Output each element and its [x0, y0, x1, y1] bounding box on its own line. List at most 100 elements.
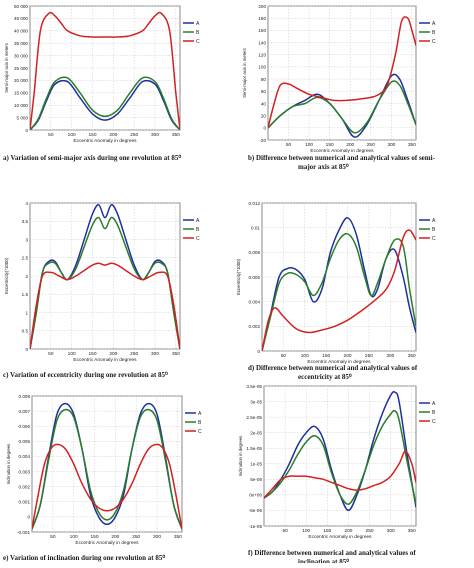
y-tick-label: 1.5 [22, 292, 29, 297]
y-tick-label: 0.5 [22, 329, 29, 334]
y-tick-label: -1e-05 [249, 524, 263, 529]
y-tick-label: -5e-06 [249, 508, 263, 513]
y-tick-label: 1e-05 [250, 462, 262, 467]
y-tick-label: 3e-05 [250, 399, 262, 404]
x-tick-label: 350 [174, 534, 182, 540]
y-tick-label: 0.003 [19, 469, 31, 474]
legend-label-b: B [198, 420, 202, 426]
x-axis-label: Eccentric Anomaly in degrees [308, 534, 372, 540]
caption: c) Variation of eccentricity during one … [3, 371, 168, 379]
chart-panel-c: 0 0.5 1 1.5 2 2.5 3 3.5 4 50 100 150 200 250 300 350 Ecc… [3, 201, 200, 379]
y-tick-label: 0.007 [19, 409, 31, 414]
caption: f) Difference between numerical and anal… [248, 549, 416, 557]
series-line-c [32, 443, 182, 530]
x-tick-label: 100 [70, 534, 78, 540]
x-axis-label: Eccentric Anomaly in degrees [307, 359, 371, 365]
y-tick-label: 45 000 [14, 16, 28, 21]
y-tick-label: 5 000 [17, 115, 29, 120]
legend-label-a: A [198, 411, 202, 417]
y-tick-label: 0 [257, 349, 260, 354]
x-tick-label: 50 [281, 353, 287, 359]
y-tick-label: 0.008 [19, 394, 31, 399]
plot-area [31, 395, 183, 533]
legend-label-b: B [196, 30, 200, 36]
x-tick-label: 300 [387, 528, 395, 534]
x-tick-label: 350 [172, 351, 180, 357]
x-tick-label: 300 [151, 132, 159, 138]
x-tick-label: 100 [302, 528, 310, 534]
x-axis-label: Eccentric Anomaly in degrees [75, 540, 139, 546]
y-tick-label: 40 000 [14, 29, 28, 34]
series-line-b [32, 408, 182, 530]
y-tick-label: 2 [25, 274, 28, 279]
y-tick-label: 0.01 [251, 225, 260, 230]
y-tick-label: 0.001 [19, 500, 31, 505]
series-line-a [30, 204, 180, 349]
y-tick-label: 15 000 [14, 91, 28, 96]
x-tick-label: 100 [301, 353, 309, 359]
y-tick-label: 0e+00 [249, 493, 262, 498]
x-tick-label: 150 [323, 528, 331, 534]
x-tick-label: 200 [344, 353, 352, 359]
legend-label-c: C [198, 429, 202, 435]
y-tick-label: 30 000 [14, 53, 28, 58]
legend-label-a: A [432, 401, 436, 407]
legend-label-a: A [196, 218, 200, 224]
y-tick-label: 3.5e-05 [246, 384, 262, 389]
x-tick-label: 50 [50, 534, 56, 540]
chart-panel-b: -20 0 20 40 60 80 100 120 140 160 180 200 50 100 150 20… [242, 4, 436, 171]
y-tick-label: 1.5e-05 [246, 446, 262, 451]
series-line-c [262, 229, 416, 351]
x-axis-label: Eccentric Anomaly in degrees [73, 138, 137, 144]
x-tick-label: 100 [68, 351, 76, 357]
y-axis-label: Semi-major axis in meters [4, 43, 9, 93]
y-tick-label: 160 [258, 28, 266, 33]
series-line-a [32, 402, 182, 530]
y-tick-label: 40 [261, 101, 267, 106]
y-tick-label: 120 [258, 53, 266, 58]
y-tick-label: 0 [25, 128, 28, 133]
x-tick-label: 100 [68, 132, 76, 138]
y-axis-label: Inclination in degrees [6, 444, 11, 485]
chart-panel-e: -0.001 0 0.001 0.002 0.003 0.004 0.005 0.006 0.0… [3, 394, 202, 562]
x-tick-label: 250 [366, 528, 374, 534]
series-line-b [30, 76, 180, 130]
y-tick-label: 0.004 [19, 454, 31, 459]
x-tick-label: 50 [282, 528, 288, 534]
caption: major axis at 85⁰ [298, 163, 349, 171]
legend-label-b: B [196, 227, 200, 233]
legend-label-c: C [432, 39, 436, 45]
y-tick-label: 2.5e-05 [246, 415, 262, 420]
y-tick-label: -20 [259, 138, 266, 143]
y-tick-label: 0.008 [249, 250, 261, 255]
legend-label-b: B [432, 410, 436, 416]
x-tick-label: 200 [346, 142, 354, 148]
series-line-b [30, 216, 180, 349]
y-tick-label: 0.002 [249, 324, 261, 329]
legend-label-c: C [196, 236, 200, 242]
chart-panel-f: -1e-05 -5e-06 0e+00 5e-06 1e-05 1.5e-05 2e-05 2… [238, 384, 436, 566]
legend-label-a: A [196, 21, 200, 27]
x-tick-label: 300 [153, 534, 161, 540]
x-tick-label: 300 [386, 353, 394, 359]
legend-label-a: A [432, 218, 436, 224]
x-tick-label: 50 [286, 142, 292, 148]
caption: b) Difference between numerical and anal… [248, 154, 436, 162]
y-tick-label: 140 [258, 40, 266, 45]
y-tick-label: 25 000 [14, 66, 28, 71]
x-tick-label: 250 [367, 142, 375, 148]
caption: e) Variation of inclination during one r… [3, 554, 165, 562]
y-tick-label: 1 [25, 310, 28, 315]
x-tick-label: 250 [130, 132, 138, 138]
series-line-a [30, 79, 180, 130]
y-tick-label: 35 000 [14, 41, 28, 46]
y-tick-label: 2.5 [22, 256, 29, 261]
y-tick-label: 0.006 [19, 424, 31, 429]
series-line-b [262, 232, 416, 351]
y-tick-label: 80 [261, 77, 267, 82]
y-tick-label: 20 000 [14, 78, 28, 83]
y-tick-label: 60 [261, 89, 267, 94]
legend-label-c: C [432, 236, 436, 242]
y-tick-label: 0.002 [19, 484, 31, 489]
legend-label-c: C [432, 419, 436, 425]
